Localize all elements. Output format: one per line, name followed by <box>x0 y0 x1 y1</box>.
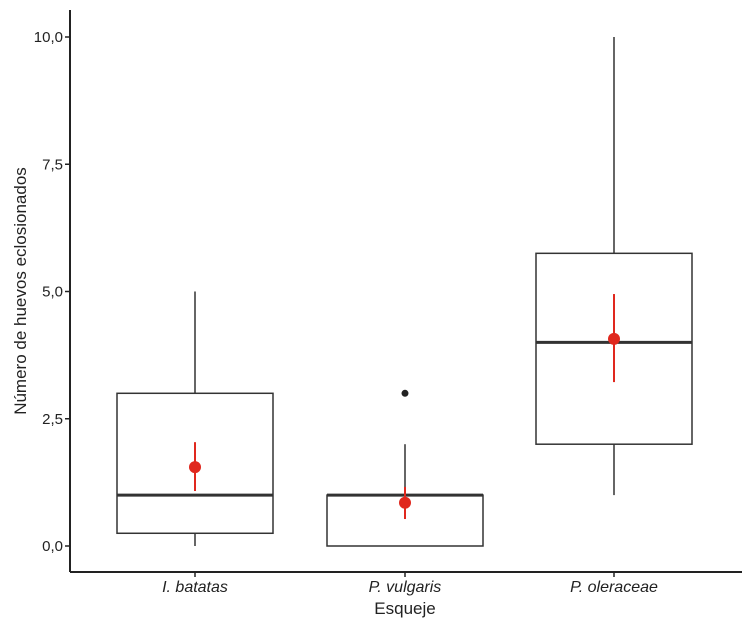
mean-point <box>399 496 411 509</box>
box-marks <box>116 37 693 547</box>
y-tick-label: 2,5 <box>42 411 63 428</box>
box-group <box>326 389 484 547</box>
x-axis-label: Esqueje <box>374 599 435 618</box>
y-tick-label: 7,5 <box>42 156 63 173</box>
box-group <box>535 37 693 496</box>
box-group <box>116 291 274 546</box>
y-tick-label: 0,0 <box>42 538 63 555</box>
outlier-point <box>401 389 409 397</box>
y-tick-label: 5,0 <box>42 284 63 301</box>
x-tick-label: P. vulgaris <box>369 579 442 596</box>
mean-point <box>189 461 201 474</box>
y-axis-label: Número de huevos eclosionados <box>11 167 30 415</box>
x-tick-label: I. batatas <box>162 579 228 596</box>
x-tick-label: P. oleraceae <box>570 579 658 596</box>
axes: 0,0 2,5 5,0 7,5 10,0 I. batatas P. vulgaris P. … <box>34 10 742 596</box>
y-tick-label: 10,0 <box>34 29 63 46</box>
mean-point <box>608 332 620 345</box>
